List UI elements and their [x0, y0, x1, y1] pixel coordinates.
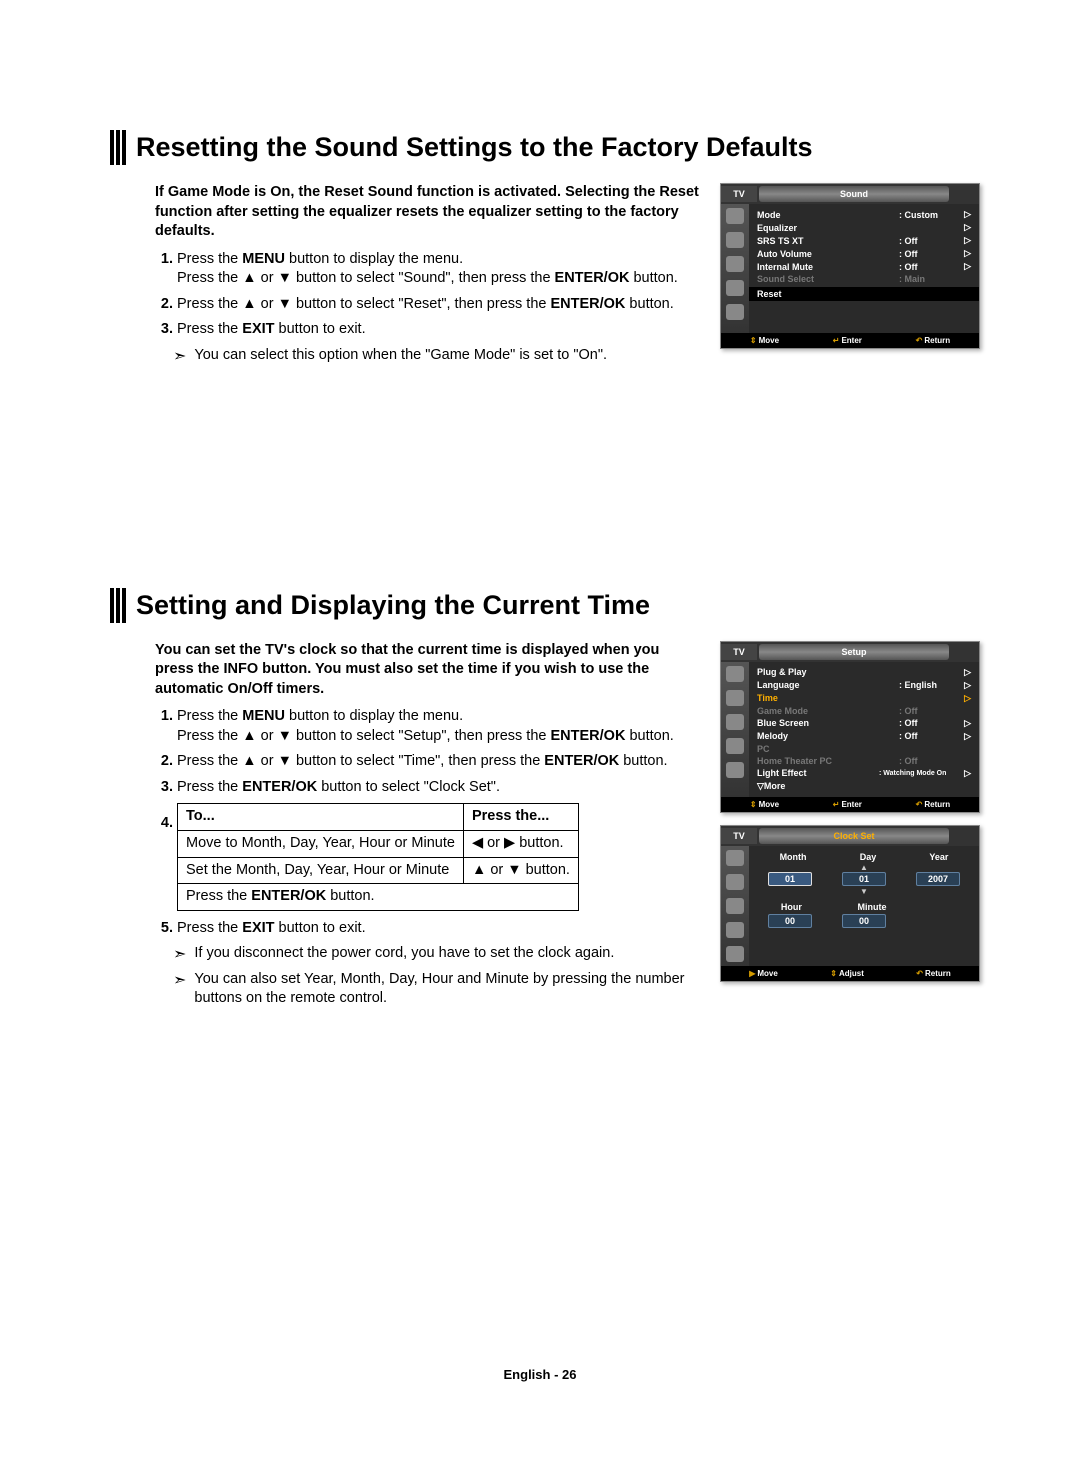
section2-note2: ➣ You can also set Year, Month, Day, Hou…	[173, 970, 700, 1009]
section1-steps: Press the MENU button to display the men…	[155, 250, 700, 340]
note-arrow-icon: ➣	[173, 346, 186, 368]
section2-intro: You can set the TV's clock so that the c…	[155, 641, 700, 700]
section1-title: Resetting the Sound Settings to the Fact…	[136, 130, 813, 165]
time-set-table: To...Press the... Move to Month, Day, Ye…	[177, 803, 579, 910]
page-footer: English - 26	[0, 1367, 1080, 1382]
section1-intro: If Game Mode is On, the Reset Sound func…	[155, 183, 700, 242]
osd-sound: TV Sound Mode: Custom▷ Equalizer▷ SRS TS…	[720, 183, 980, 349]
section1-note: ➣ You can select this option when the "G…	[173, 346, 700, 368]
section2-note1: ➣ If you disconnect the power cord, you …	[173, 944, 700, 966]
osd-setup: TV Setup Plug & Play▷ Language: English▷…	[720, 641, 980, 813]
section2-steps: Press the MENU button to display the men…	[155, 707, 700, 938]
section2-title: Setting and Displaying the Current Time	[136, 588, 650, 623]
osd-clock-set: TV Clock Set Month Day Year ▲ 01	[720, 825, 980, 982]
